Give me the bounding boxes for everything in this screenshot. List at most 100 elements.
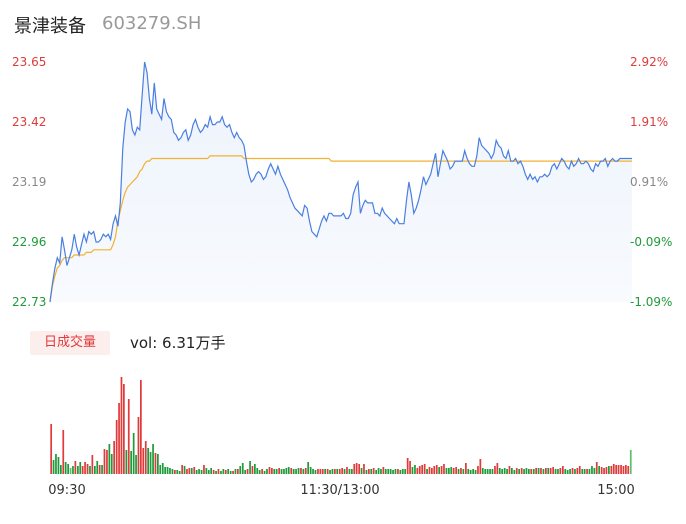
volume-bar (583, 469, 586, 474)
volume-bar (304, 468, 307, 474)
volume-bar (351, 469, 353, 474)
volume-bar (94, 466, 96, 474)
volume-bar (319, 469, 322, 474)
volume-bar (380, 469, 382, 474)
volume-bar (426, 469, 428, 474)
volume-bar (205, 468, 208, 474)
volume-bar (569, 469, 571, 474)
y-tick-left-4: 22.73 (12, 295, 46, 309)
volume-bar (266, 469, 268, 474)
volume-bar (438, 467, 441, 474)
volume-bar (268, 467, 271, 474)
volume-bar (518, 469, 521, 474)
volume-bar (62, 430, 65, 474)
volume-bar (190, 468, 193, 474)
volume-bar (101, 465, 103, 474)
volume-bar (535, 468, 538, 474)
volume-bar (615, 465, 618, 474)
volume-bar (203, 465, 205, 474)
volume-bar (200, 470, 203, 474)
volume-bar (135, 455, 137, 474)
volume-bar (246, 469, 249, 474)
volume-bar (224, 470, 227, 474)
volume-bar (96, 461, 99, 474)
volume-bar (217, 469, 220, 474)
volume-bar (171, 469, 174, 474)
volume-bar (232, 471, 234, 474)
volume-bar (421, 465, 424, 474)
volume-bar (547, 468, 550, 474)
volume-bars (50, 377, 632, 474)
volume-bar (144, 441, 147, 474)
volume-bar (159, 465, 162, 474)
volume-bar (627, 466, 630, 474)
volume-bar (384, 469, 387, 474)
volume-bar (195, 470, 198, 474)
volume-bar (152, 444, 154, 474)
volume-bar (307, 462, 310, 474)
volume-bar (452, 468, 455, 474)
volume-bar (484, 469, 487, 474)
volume-bar (382, 467, 385, 474)
volume-bar (256, 468, 259, 474)
volume-bar (176, 470, 179, 474)
volume-bar (338, 469, 341, 474)
volume-bar (520, 468, 523, 474)
volume-bar (295, 469, 297, 474)
y-tick-right-3: -0.09% (630, 235, 672, 249)
volume-bar (608, 466, 610, 474)
volume-bar (603, 468, 605, 474)
volume-bar (341, 468, 344, 474)
volume-bar (532, 469, 535, 474)
volume-bar (498, 468, 501, 474)
volume-bar (127, 399, 130, 474)
volume-bar (125, 450, 128, 474)
volume-bar (629, 450, 632, 474)
volume-bar (91, 455, 94, 474)
volume-bar (443, 464, 445, 474)
y-tick-right-0: 2.92% (630, 55, 668, 69)
volume-bar (258, 470, 261, 474)
volume-bar (431, 468, 433, 474)
volume-bar (244, 470, 247, 474)
volume-bar (448, 468, 450, 474)
volume-bar (164, 467, 167, 474)
volume-bar (181, 465, 184, 474)
volume-bar (581, 469, 584, 474)
volume-bar (513, 470, 516, 474)
volume-bar (285, 468, 288, 474)
volume-bar (302, 469, 305, 474)
volume-bar (222, 469, 225, 474)
x-tick-1: 11:30/13:00 (300, 483, 379, 498)
volume-bar (469, 470, 472, 474)
volume-bar (278, 468, 281, 474)
volume-bar (525, 468, 528, 474)
volume-bar (215, 471, 217, 474)
volume-bar (552, 467, 555, 474)
volume-bar (50, 424, 53, 474)
volume-bar (57, 457, 60, 474)
volume-bar (98, 465, 101, 474)
volume-bar (401, 469, 404, 474)
volume-bar (445, 468, 448, 474)
volume-bar (188, 468, 191, 474)
volume-bar (506, 469, 508, 474)
volume-bar (370, 469, 373, 474)
volume-bar (60, 465, 62, 474)
volume-tab[interactable]: 日成交量 (30, 331, 110, 355)
volume-bar (394, 469, 397, 474)
volume-bar (292, 469, 295, 474)
volume-bar (620, 465, 622, 474)
volume-bar (207, 470, 210, 474)
volume-bar (52, 460, 55, 474)
volume-bar (312, 469, 314, 474)
volume-bar (392, 470, 394, 474)
volume-bar (578, 466, 581, 474)
volume-bar (450, 467, 453, 474)
volume-bar (416, 468, 419, 474)
volume-bar (612, 464, 615, 474)
volume-bar (183, 466, 186, 474)
volume-bar (428, 467, 431, 474)
volume-bar (79, 462, 82, 474)
volume-bar (406, 458, 409, 474)
